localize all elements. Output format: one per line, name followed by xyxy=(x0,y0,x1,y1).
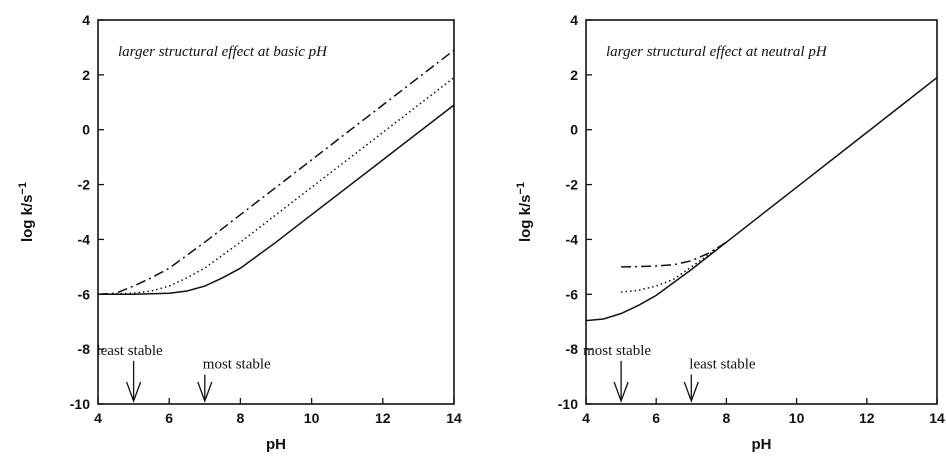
series-line-dotted xyxy=(98,77,454,296)
annotation-label: most stable xyxy=(583,343,651,359)
y-tick-label: 0 xyxy=(82,122,90,138)
annotation-arrow-head xyxy=(125,381,142,403)
plot-frame xyxy=(585,19,938,405)
x-tick-label: 10 xyxy=(789,410,805,426)
annotation-arrow-head xyxy=(683,381,699,403)
y-tick-label: 2 xyxy=(82,67,90,83)
series-line-dashdot xyxy=(621,241,727,268)
plot-frame xyxy=(97,19,455,405)
y-tick-label: -10 xyxy=(70,396,90,412)
annotation-arrow-head xyxy=(197,381,213,403)
chart-title: larger structural effect at basic pH xyxy=(118,44,328,60)
y-tick-label: -8 xyxy=(566,341,579,357)
x-tick-label: 4 xyxy=(94,410,102,426)
y-axis-label: log k/s−1 xyxy=(515,182,534,242)
series-line-dashdot xyxy=(98,49,454,296)
y-axis-label-sup: −1 xyxy=(17,182,29,195)
annotation-label: least stable xyxy=(689,357,756,373)
series-line-dotted xyxy=(621,241,727,293)
y-axis-label-sup: −1 xyxy=(515,182,527,195)
chart-panel-left: 4 6 8 10 12 14 -10 -8 -6 -4 -2 0 2 4 pH log k/s−1 larger… xyxy=(17,12,462,453)
annotation-arrow-head xyxy=(613,381,629,403)
x-tick-label: 14 xyxy=(929,410,945,426)
x-tick-label: 8 xyxy=(237,410,245,426)
y-tick-label: 4 xyxy=(570,12,578,28)
x-axis-label: pH xyxy=(752,436,772,453)
chart-panel-right: 4 6 8 10 12 14 -10 -8 -6 -4 -2 0 2 4 pH log k/s−1 larger… xyxy=(515,12,945,453)
x-axis-label: pH xyxy=(266,436,286,453)
y-tick-label: -8 xyxy=(78,341,91,357)
annotation-label: most stable xyxy=(203,357,271,373)
x-tick-label: 12 xyxy=(375,410,391,426)
series-line-solid xyxy=(586,77,937,322)
annotation-label: least stable xyxy=(96,343,163,359)
y-tick-label: 2 xyxy=(570,67,578,83)
y-tick-label: -10 xyxy=(558,396,578,412)
x-tick-label: 4 xyxy=(582,410,590,426)
y-tick-label: -6 xyxy=(78,286,91,302)
x-tick-label: 6 xyxy=(165,410,173,426)
x-tick-label: 6 xyxy=(652,410,660,426)
y-tick-label: 0 xyxy=(570,122,578,138)
y-axis-label-main: log k/s xyxy=(19,195,36,243)
y-tick-label: -6 xyxy=(566,286,579,302)
y-axis-label: log k/s−1 xyxy=(17,182,36,242)
x-tick-label: 12 xyxy=(859,410,875,426)
x-tick-label: 10 xyxy=(304,410,320,426)
x-tick-label: 8 xyxy=(723,410,731,426)
chart-title: larger structural effect at neutral pH xyxy=(606,44,828,60)
y-tick-label: -4 xyxy=(78,231,91,247)
x-tick-label: 14 xyxy=(446,410,462,426)
y-tick-label: -2 xyxy=(78,177,91,193)
y-tick-label: 4 xyxy=(82,12,90,28)
y-tick-label: -2 xyxy=(566,177,579,193)
y-tick-label: -4 xyxy=(566,231,579,247)
y-axis-label-main: log k/s xyxy=(517,195,534,243)
series-line-solid xyxy=(98,104,454,296)
